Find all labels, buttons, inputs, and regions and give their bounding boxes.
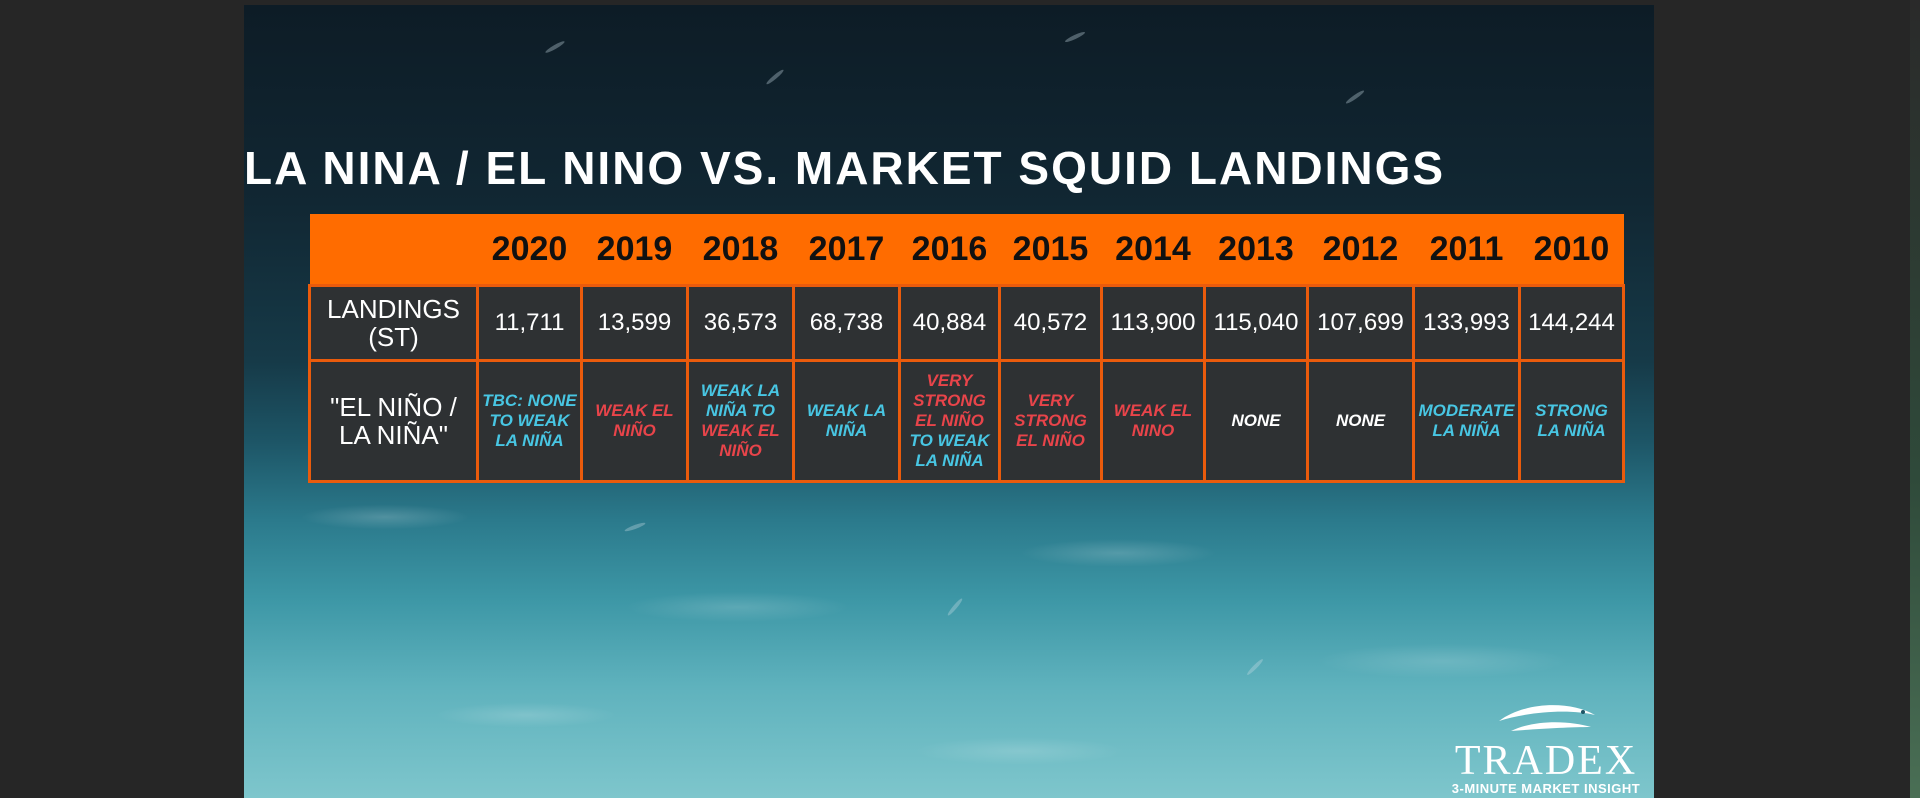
slide: LA NINA / EL NINO VS. MARKET SQUID LANDI… bbox=[244, 5, 1654, 798]
year-header: 2017 bbox=[793, 214, 900, 286]
enso-value: MODERATE LA NIÑA bbox=[1412, 359, 1521, 483]
year-header: 2011 bbox=[1413, 214, 1520, 286]
landings-value: 107,699 bbox=[1306, 284, 1415, 362]
landings-value: 36,573 bbox=[686, 284, 795, 362]
enso-value-mixed: VERY STRONG EL NIÑO TO WEAK LA NIÑA bbox=[898, 359, 1001, 483]
landings-value: 13,599 bbox=[580, 284, 689, 362]
year-header: 2018 bbox=[687, 214, 794, 286]
year-header: 2013 bbox=[1204, 214, 1308, 286]
landings-value: 40,884 bbox=[898, 284, 1001, 362]
enso-value: NONE bbox=[1203, 359, 1309, 483]
row-label-landings: LANDINGS (ST) bbox=[308, 284, 479, 362]
enso-part-la-nina: WEAK LA NIÑA TO bbox=[700, 381, 781, 420]
fish-icon bbox=[1499, 705, 1595, 731]
enso-part-el-nino: VERY STRONG EL NIÑO bbox=[913, 371, 986, 430]
year-header: 2012 bbox=[1307, 214, 1414, 286]
year-header: 2019 bbox=[581, 214, 688, 286]
year-header: 2014 bbox=[1101, 214, 1205, 286]
enso-row: "EL NIÑO / LA NIÑA" TBC: NONE TO WEAK LA… bbox=[308, 359, 1625, 483]
landings-value: 11,711 bbox=[476, 284, 583, 362]
adjacent-window-edge bbox=[1910, 0, 1920, 798]
enso-value: VERY STRONG EL NIÑO bbox=[998, 359, 1103, 483]
row-label-enso: "EL NIÑO / LA NIÑA" bbox=[308, 359, 479, 483]
landings-row: LANDINGS (ST) 11,711 13,599 36,573 68,73… bbox=[308, 284, 1625, 362]
header-corner bbox=[309, 214, 478, 286]
year-header: 2015 bbox=[999, 214, 1102, 286]
enso-value: TBC: NONE TO WEAK LA NIÑA bbox=[476, 359, 583, 483]
landings-table: 2020 2019 2018 2017 2016 2015 2014 2013 … bbox=[308, 214, 1625, 483]
fish-shape bbox=[544, 39, 566, 55]
fish-shape bbox=[1064, 30, 1086, 44]
year-header: 2010 bbox=[1519, 214, 1624, 286]
landings-value: 68,738 bbox=[792, 284, 901, 362]
enso-value: WEAK LA NIÑA bbox=[792, 359, 901, 483]
slide-title: LA NINA / EL NINO VS. MARKET SQUID LANDI… bbox=[244, 142, 1446, 194]
enso-part-la-nina: TO WEAK LA NIÑA bbox=[909, 431, 990, 470]
year-header: 2020 bbox=[477, 214, 582, 286]
tradex-logo: TRADEX 3-MINUTE MARKET INSIGHT bbox=[1446, 699, 1646, 796]
landings-value: 113,900 bbox=[1100, 284, 1206, 362]
year-header: 2016 bbox=[899, 214, 1000, 286]
enso-value: STRONG LA NIÑA bbox=[1518, 359, 1625, 483]
landings-value: 133,993 bbox=[1412, 284, 1521, 362]
logo-brand: TRADEX bbox=[1454, 738, 1638, 784]
fish-shape bbox=[765, 68, 785, 86]
landings-value: 144,244 bbox=[1518, 284, 1625, 362]
logo-tagline: 3-MINUTE MARKET INSIGHT bbox=[1451, 781, 1641, 796]
landings-value: 115,040 bbox=[1203, 284, 1309, 362]
landings-value: 40,572 bbox=[998, 284, 1103, 362]
enso-value: NONE bbox=[1306, 359, 1415, 483]
enso-part-el-nino: WEAK EL NIÑO bbox=[701, 421, 780, 460]
fish-shape bbox=[1344, 89, 1366, 105]
year-header-row: 2020 2019 2018 2017 2016 2015 2014 2013 … bbox=[309, 214, 1624, 286]
water-caustics bbox=[244, 445, 1654, 798]
enso-value: WEAK EL NIÑO bbox=[580, 359, 689, 483]
enso-value: WEAK EL NINO bbox=[1100, 359, 1206, 483]
enso-value-mixed: WEAK LA NIÑA TO WEAK EL NIÑO bbox=[686, 359, 795, 483]
